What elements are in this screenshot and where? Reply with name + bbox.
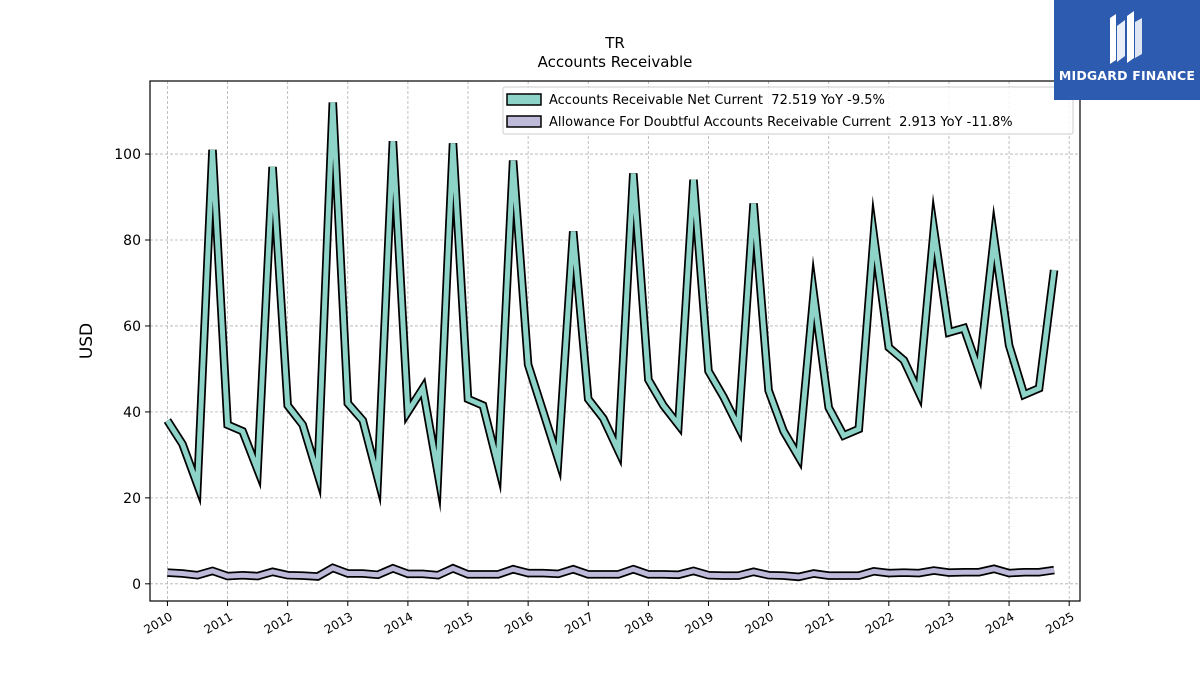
series-line-0 <box>165 102 1057 498</box>
x-tick-label: 2017 <box>562 609 595 636</box>
grid-lines <box>150 81 1080 601</box>
x-tick-label: 2019 <box>683 609 716 636</box>
legend-label-allowance: Allowance For Doubtful Accounts Receivab… <box>549 115 1013 130</box>
x-tick-label: 2014 <box>382 609 415 636</box>
chart-title: TR <box>604 34 625 52</box>
series-layer <box>163 102 1059 582</box>
x-tick-label: 2010 <box>141 609 174 636</box>
y-tick-label: 20 <box>123 491 141 507</box>
chart-subtitle: Accounts Receivable <box>538 53 693 71</box>
x-tick-label: 2023 <box>923 609 956 636</box>
x-tick-label: 2018 <box>622 609 655 636</box>
brand-mark-icon <box>1110 11 1142 64</box>
x-tick-label: 2024 <box>983 609 1016 636</box>
x-tick-label: 2021 <box>803 609 836 636</box>
x-tick-label: 2025 <box>1043 609 1076 636</box>
brand-name: MIDGARD FINANCE <box>1058 68 1196 83</box>
y-axis-label: USD <box>77 323 97 359</box>
y-tick-label: 0 <box>132 577 141 593</box>
x-tick-label: 2016 <box>502 609 535 636</box>
y-tick-label: 80 <box>123 233 141 249</box>
series-line-1 <box>167 565 1055 580</box>
y-tick-label: 100 <box>114 147 141 163</box>
x-tick-label: 2012 <box>262 609 295 636</box>
series-outline-0 <box>163 102 1059 513</box>
legend: Accounts Receivable Net Current 72.519 Y… <box>502 86 1074 135</box>
x-tick-label: 2020 <box>743 609 776 636</box>
legend-swatch-allowance <box>506 115 542 128</box>
x-tick-label: 2015 <box>442 609 475 636</box>
y-tick-label: 60 <box>123 319 141 335</box>
plot-frame <box>149 80 1081 602</box>
legend-label-receivable: Accounts Receivable Net Current 72.519 Y… <box>549 93 885 108</box>
legend-frame <box>502 86 1074 135</box>
y-tick-label: 40 <box>123 405 141 421</box>
brand-logo: MIDGARD FINANCE <box>1054 0 1200 100</box>
x-tick-label: 2011 <box>202 609 235 636</box>
x-tick-label: 2013 <box>322 609 355 636</box>
legend-swatch-receivable <box>506 93 542 106</box>
x-tick-label: 2022 <box>863 609 896 636</box>
